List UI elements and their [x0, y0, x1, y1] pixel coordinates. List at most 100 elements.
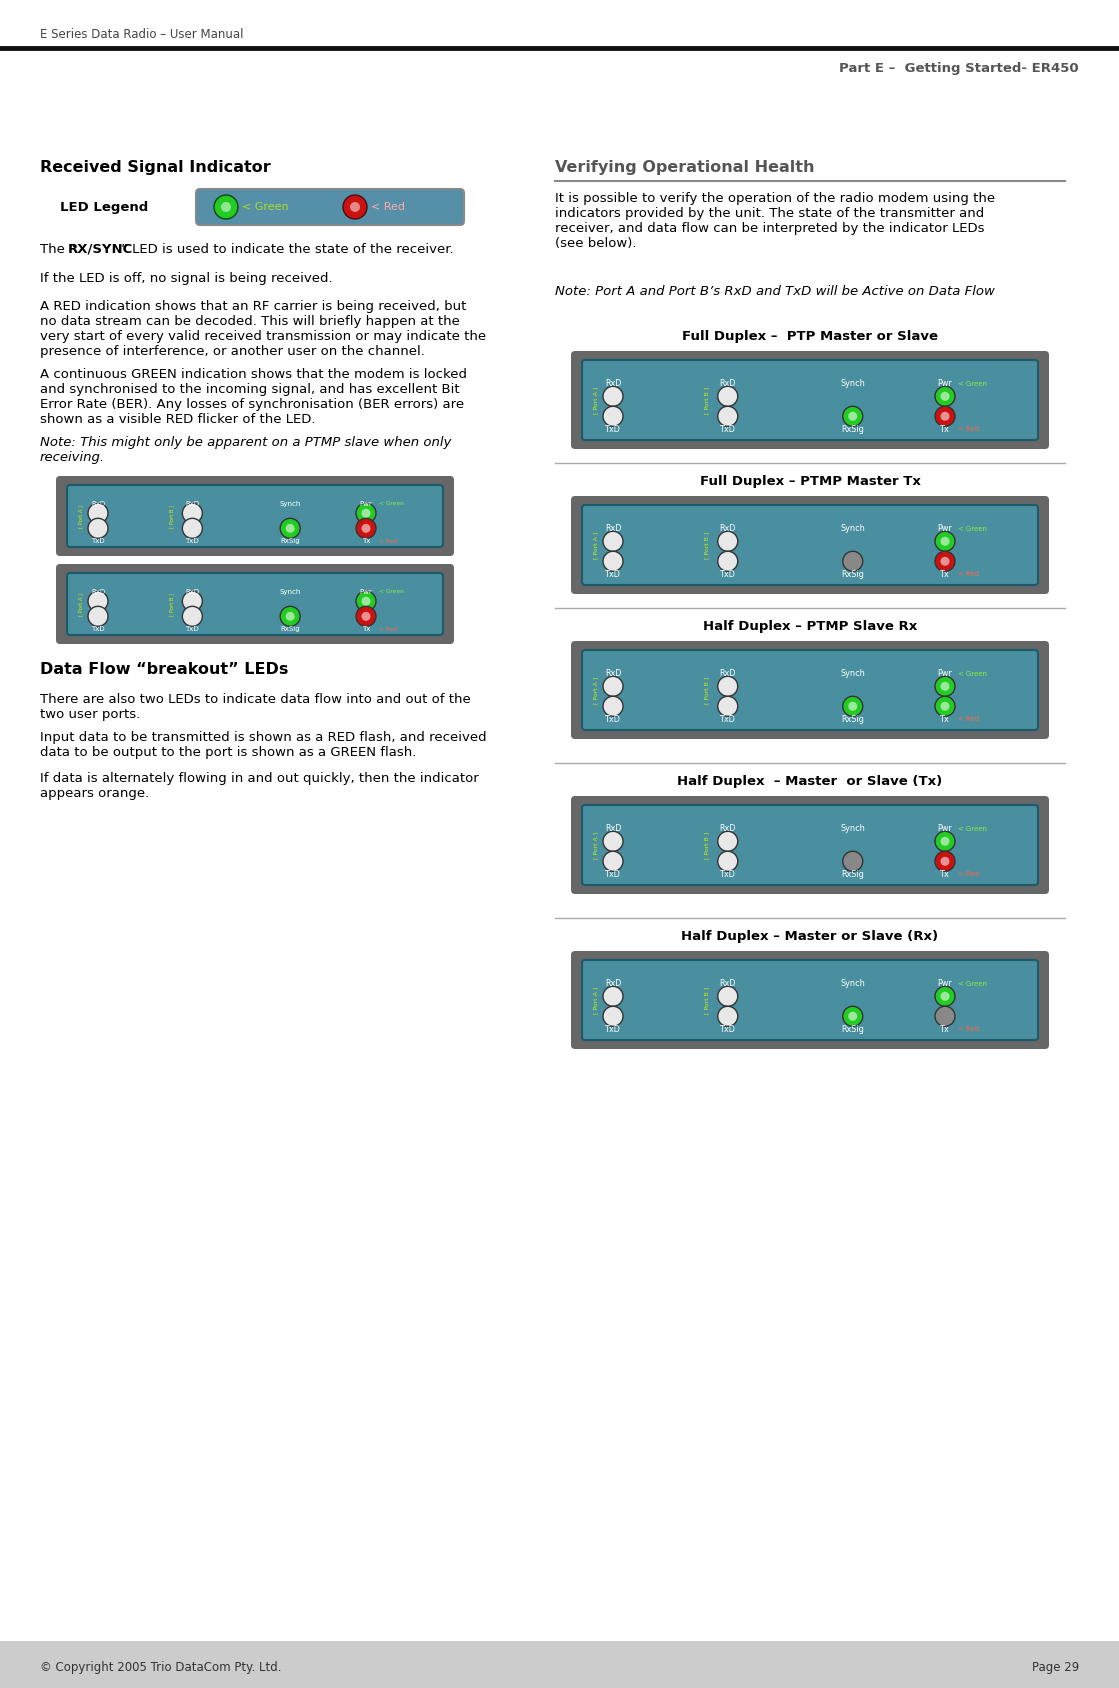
Text: RxD: RxD — [720, 525, 736, 533]
Circle shape — [843, 851, 863, 871]
Text: Tx: Tx — [940, 714, 950, 724]
Text: RX/SYNC: RX/SYNC — [68, 243, 133, 257]
Text: Full Duplex – PTMP Master Tx: Full Duplex – PTMP Master Tx — [699, 474, 921, 488]
Text: < Red: < Red — [958, 1026, 979, 1033]
Circle shape — [935, 532, 955, 552]
FancyBboxPatch shape — [582, 650, 1038, 729]
Circle shape — [182, 606, 203, 626]
FancyBboxPatch shape — [196, 189, 464, 225]
Text: Synch: Synch — [840, 380, 865, 388]
Text: Full Duplex –  PTP Master or Slave: Full Duplex – PTP Master or Slave — [681, 329, 938, 343]
Circle shape — [717, 532, 737, 552]
FancyBboxPatch shape — [571, 641, 1049, 739]
Text: [ Port B ]: [ Port B ] — [169, 592, 173, 616]
Circle shape — [603, 986, 623, 1006]
Circle shape — [940, 837, 950, 846]
Text: Received Signal Indicator: Received Signal Indicator — [40, 160, 271, 176]
Text: TxD: TxD — [605, 571, 621, 579]
Text: E Series Data Radio – User Manual: E Series Data Radio – User Manual — [40, 29, 244, 41]
FancyBboxPatch shape — [582, 505, 1038, 586]
Circle shape — [848, 412, 857, 420]
Text: < Green: < Green — [379, 589, 404, 594]
Circle shape — [361, 508, 370, 518]
Text: It is possible to verify the operation of the radio modem using the
indicators p: It is possible to verify the operation o… — [555, 192, 995, 250]
Text: TxD: TxD — [720, 425, 735, 434]
Text: Synch: Synch — [840, 979, 865, 987]
Text: Pwr: Pwr — [938, 525, 952, 533]
Text: Note: Port A and Port B’s RxD and TxD will be Active on Data Flow: Note: Port A and Port B’s RxD and TxD wi… — [555, 285, 995, 299]
FancyBboxPatch shape — [571, 351, 1049, 449]
Circle shape — [935, 695, 955, 716]
Circle shape — [935, 851, 955, 871]
Circle shape — [356, 591, 376, 611]
Text: [ Port B ]: [ Port B ] — [169, 505, 173, 528]
Text: TxD: TxD — [720, 869, 735, 879]
Circle shape — [940, 537, 950, 545]
Text: < Green: < Green — [958, 981, 987, 987]
Text: TxD: TxD — [605, 714, 621, 724]
Text: A RED indication shows that an RF carrier is being received, but
no data stream : A RED indication shows that an RF carrie… — [40, 300, 486, 358]
Text: [ Port A ]: [ Port A ] — [78, 505, 84, 528]
Circle shape — [848, 702, 857, 711]
Circle shape — [940, 993, 950, 1001]
Text: < Green: < Green — [242, 203, 289, 213]
Text: < Red: < Red — [958, 571, 979, 577]
Text: Synch: Synch — [840, 525, 865, 533]
Circle shape — [603, 677, 623, 695]
Circle shape — [935, 986, 955, 1006]
Text: Half Duplex – PTMP Slave Rx: Half Duplex – PTMP Slave Rx — [703, 619, 918, 633]
Text: Tx: Tx — [940, 1025, 950, 1033]
Text: Page 29: Page 29 — [1032, 1661, 1079, 1674]
Circle shape — [843, 1006, 863, 1026]
Text: TxD: TxD — [605, 869, 621, 879]
FancyBboxPatch shape — [56, 564, 454, 645]
Text: RxSig: RxSig — [841, 714, 864, 724]
Text: RxD: RxD — [186, 589, 199, 594]
Circle shape — [717, 387, 737, 407]
Text: Half Duplex  – Master  or Slave (Tx): Half Duplex – Master or Slave (Tx) — [677, 775, 942, 788]
Text: Pwr: Pwr — [359, 501, 373, 506]
Circle shape — [935, 1006, 955, 1026]
Text: RxD: RxD — [604, 668, 621, 679]
Text: Synch: Synch — [840, 668, 865, 679]
Circle shape — [603, 851, 623, 871]
Circle shape — [717, 986, 737, 1006]
Text: [ Port A ]: [ Port A ] — [593, 532, 599, 559]
Circle shape — [603, 407, 623, 427]
Text: ” LED is used to indicate the state of the receiver.: ” LED is used to indicate the state of t… — [121, 243, 453, 257]
Circle shape — [603, 387, 623, 407]
Text: RxD: RxD — [720, 668, 736, 679]
FancyBboxPatch shape — [56, 476, 454, 555]
Circle shape — [285, 523, 294, 533]
Circle shape — [717, 1006, 737, 1026]
Text: Tx: Tx — [940, 571, 950, 579]
Circle shape — [356, 503, 376, 523]
Circle shape — [717, 552, 737, 571]
Text: [ Port B ]: [ Port B ] — [704, 387, 709, 414]
Text: RxD: RxD — [91, 589, 105, 594]
Circle shape — [182, 503, 203, 523]
FancyBboxPatch shape — [582, 360, 1038, 441]
Text: RxD: RxD — [91, 501, 105, 506]
Circle shape — [220, 203, 231, 213]
Text: < Green: < Green — [958, 670, 987, 677]
FancyBboxPatch shape — [571, 950, 1049, 1048]
Circle shape — [717, 830, 737, 851]
Text: Tx: Tx — [940, 869, 950, 879]
Circle shape — [182, 518, 203, 538]
Text: [ Port B ]: [ Port B ] — [704, 677, 709, 704]
Text: < Green: < Green — [958, 525, 987, 532]
FancyBboxPatch shape — [582, 805, 1038, 885]
Text: A continuous GREEN indication shows that the modem is locked
and synchronised to: A continuous GREEN indication shows that… — [40, 368, 467, 425]
Text: Tx: Tx — [940, 425, 950, 434]
Text: Verifying Operational Health: Verifying Operational Health — [555, 160, 815, 176]
Text: [ Port A ]: [ Port A ] — [593, 832, 599, 859]
FancyBboxPatch shape — [571, 496, 1049, 594]
Text: Synch: Synch — [280, 589, 301, 594]
Text: < Green: < Green — [379, 501, 404, 506]
Circle shape — [356, 518, 376, 538]
Circle shape — [285, 611, 294, 621]
Circle shape — [843, 552, 863, 571]
Circle shape — [88, 503, 109, 523]
Circle shape — [935, 387, 955, 407]
